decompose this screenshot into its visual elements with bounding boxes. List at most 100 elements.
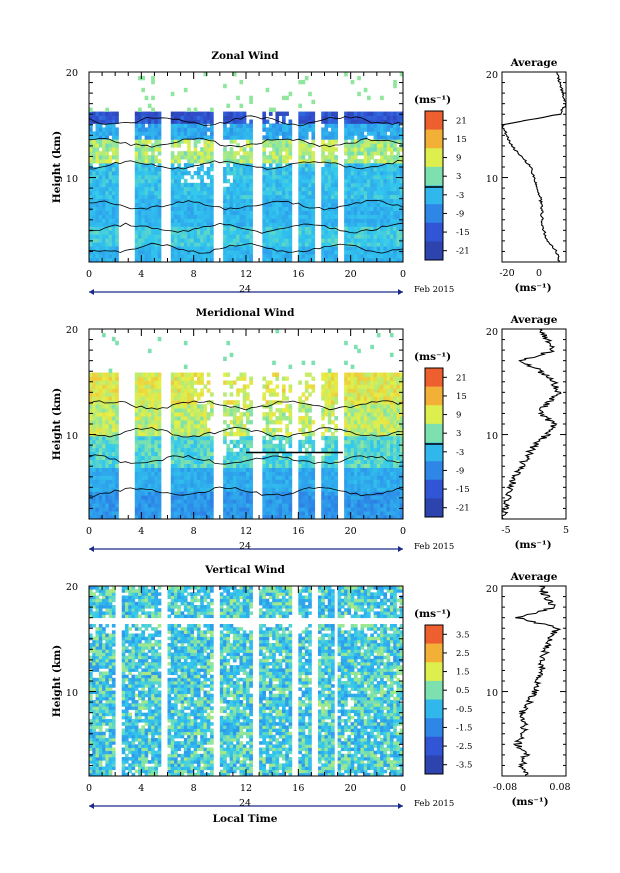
heatmap-cell	[389, 190, 394, 196]
heatmap-cell	[386, 115, 391, 120]
heatmap-cell	[206, 198, 211, 204]
heatmap-cell	[275, 238, 280, 243]
heatmap-cell	[151, 254, 155, 259]
heatmap-cell	[275, 459, 280, 464]
heatmap-cell	[102, 451, 106, 457]
heatmap-cell	[111, 447, 116, 453]
heatmap-cell	[265, 186, 270, 192]
heatmap-cell	[275, 392, 280, 397]
heatmap-cell	[177, 135, 181, 140]
heatmap-cell	[242, 483, 247, 488]
heatmap-cell	[183, 258, 188, 263]
heatmap-cell	[193, 372, 198, 377]
heatmap-cell	[105, 416, 110, 421]
heatmap-cell	[272, 123, 276, 128]
heatmap-cell	[115, 115, 119, 120]
heatmap-cell	[210, 190, 214, 196]
heatmap-cell	[347, 198, 352, 204]
heatmap-cell	[357, 75, 361, 81]
heatmap-cell	[347, 127, 352, 132]
heatmap-cell	[157, 388, 162, 393]
heatmap-cell	[298, 155, 302, 160]
heatmap-cell	[141, 443, 145, 449]
heatmap-cell	[376, 123, 381, 128]
heatmap-cell	[138, 396, 142, 401]
heatmap-cell	[115, 515, 119, 520]
heatmap-cell	[190, 412, 195, 417]
heatmap-cell	[95, 182, 100, 188]
heatmap-cell	[180, 408, 185, 413]
heatmap-cell	[281, 499, 286, 504]
heatmap-cell	[102, 163, 106, 168]
heatmap-cell	[226, 467, 231, 472]
heatmap-cell	[272, 147, 276, 152]
heatmap-cell	[344, 202, 348, 207]
heatmap-cell	[92, 412, 96, 417]
heatmap-cell	[95, 515, 100, 520]
heatmap-cell	[203, 254, 208, 259]
heatmap-cell	[389, 238, 394, 243]
heatmap-cell	[389, 226, 394, 231]
heatmap-cell	[200, 131, 204, 136]
heatmap-cell	[170, 380, 175, 385]
heatmap-cell	[327, 491, 332, 496]
heatmap-cell	[311, 159, 316, 164]
heatmap-cell	[177, 412, 181, 417]
heatmap-cell	[154, 186, 159, 192]
heatmap-cell	[262, 111, 267, 116]
heatmap-cell	[115, 167, 119, 172]
heatmap-cell	[327, 467, 332, 472]
heatmap-cell	[138, 420, 142, 425]
heatmap-cell	[177, 143, 181, 148]
heatmap-cell	[386, 174, 391, 180]
heatmap-cell	[262, 515, 267, 520]
heatmap-cell	[190, 234, 195, 239]
heatmap-cell	[357, 91, 361, 97]
heatmap-cell	[324, 384, 329, 389]
heatmap-cell	[144, 431, 149, 437]
heatmap-cell	[232, 210, 237, 215]
heatmap-cell	[200, 380, 204, 385]
heatmap-cell	[344, 372, 348, 377]
heatmap-cell	[138, 214, 142, 219]
heatmap-cell	[151, 202, 155, 207]
heatmap-cell	[389, 127, 394, 132]
heatmap-cell	[193, 507, 198, 512]
heatmap-cell	[105, 483, 110, 488]
heatmap-cell	[249, 147, 253, 152]
heatmap-cell	[265, 443, 270, 449]
heatmap-cell	[281, 238, 286, 243]
heatmap-cell	[304, 408, 309, 413]
heatmap-cell	[144, 214, 149, 219]
heatmap-cell	[151, 170, 155, 176]
heatmap-cell	[278, 174, 283, 180]
heatmap-cell	[144, 463, 149, 468]
heatmap-cell	[265, 254, 270, 259]
heatmap-cell	[180, 242, 185, 247]
heatmap-cell	[347, 182, 352, 188]
heatmap-cell	[285, 431, 289, 437]
heatmap-cell	[298, 396, 302, 401]
heatmap-cell	[193, 443, 198, 449]
heatmap-cell	[367, 95, 371, 101]
heatmap-cell	[115, 210, 119, 215]
heatmap-cell	[229, 127, 234, 132]
heatmap-cell	[304, 384, 309, 389]
heatmap-cell	[327, 463, 332, 468]
heatmap-cell	[386, 111, 391, 116]
heatmap-cell	[350, 495, 355, 500]
heatmap-cell	[285, 376, 289, 381]
heatmap-cell	[187, 159, 191, 164]
heatmap-cell	[180, 404, 185, 409]
heatmap-cell	[331, 258, 335, 263]
heatmap-cell	[386, 242, 391, 247]
heatmap-cell	[89, 459, 93, 464]
heatmap-cell	[89, 226, 93, 231]
heatmap-cell	[383, 210, 388, 215]
heatmap-cell	[206, 487, 211, 492]
heatmap-cell	[344, 250, 348, 255]
heatmap-cell	[393, 230, 397, 235]
zonal-average-profile	[500, 71, 567, 263]
heatmap-cell	[383, 155, 388, 160]
